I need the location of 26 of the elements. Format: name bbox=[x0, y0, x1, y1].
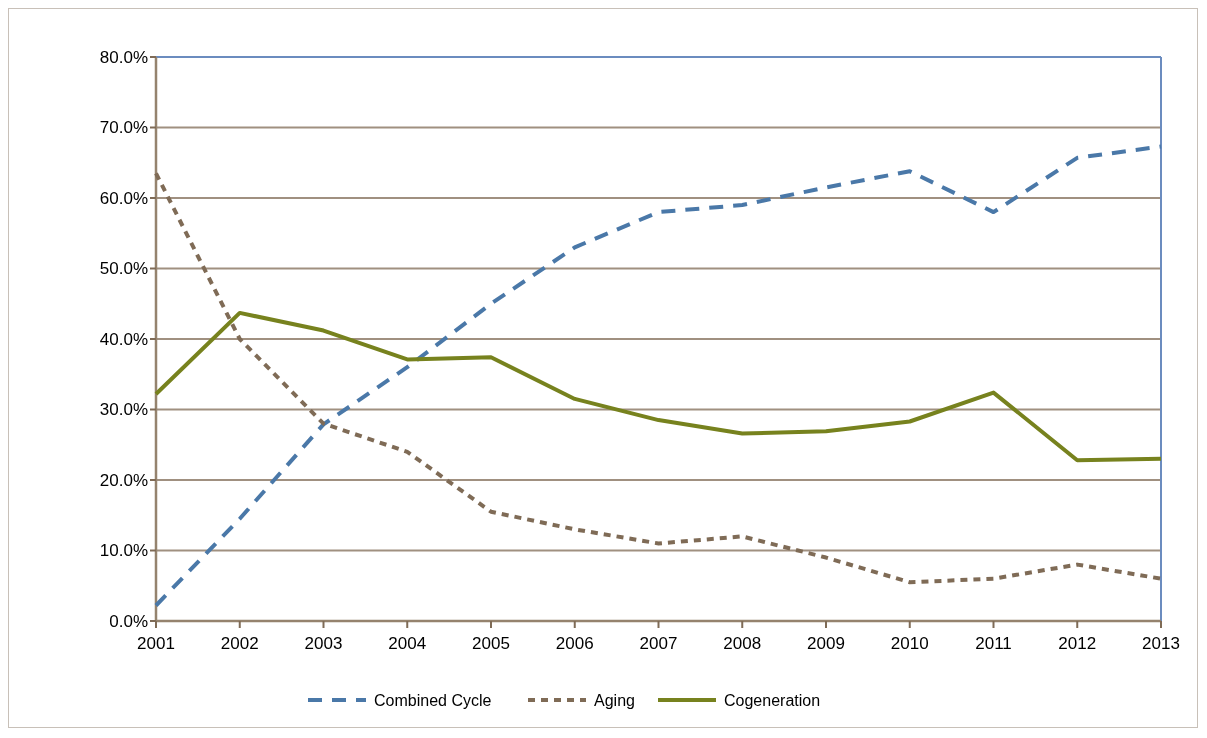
x-tick-label: 2008 bbox=[723, 634, 762, 653]
x-tick-label: 2002 bbox=[220, 634, 259, 653]
x-tick-label: 2012 bbox=[1058, 634, 1097, 653]
y-tick-label: 70.0% bbox=[99, 118, 148, 138]
legend-label: Combined Cycle bbox=[374, 691, 492, 709]
x-tick-label: 2009 bbox=[807, 634, 845, 653]
legend-label: Cogeneration bbox=[724, 691, 821, 709]
y-tick-label: 30.0% bbox=[99, 400, 148, 420]
x-tick-label: 2010 bbox=[890, 634, 929, 653]
x-tick-label: 2013 bbox=[1142, 634, 1180, 653]
y-tick-label: 80.0% bbox=[99, 47, 148, 67]
x-tick-label: 2011 bbox=[975, 634, 1012, 653]
x-tick-label: 2004 bbox=[388, 634, 427, 653]
x-tick-label: 2003 bbox=[304, 634, 343, 653]
x-tick-label: 2006 bbox=[555, 634, 594, 653]
y-tick-label: 60.0% bbox=[99, 188, 148, 208]
y-tick-label: 20.0% bbox=[99, 470, 148, 490]
line-series bbox=[154, 310, 1163, 463]
y-tick-label: 50.0% bbox=[99, 259, 148, 279]
y-tick-label: 0.0% bbox=[109, 611, 148, 631]
x-tick-label: 2001 bbox=[137, 634, 175, 653]
y-tick-label: 10.0% bbox=[99, 541, 148, 561]
legend-label: Aging bbox=[594, 691, 635, 709]
x-tick-label: 2005 bbox=[472, 634, 510, 653]
x-tick-label: 2007 bbox=[639, 634, 678, 653]
y-tick-label: 40.0% bbox=[99, 329, 148, 349]
